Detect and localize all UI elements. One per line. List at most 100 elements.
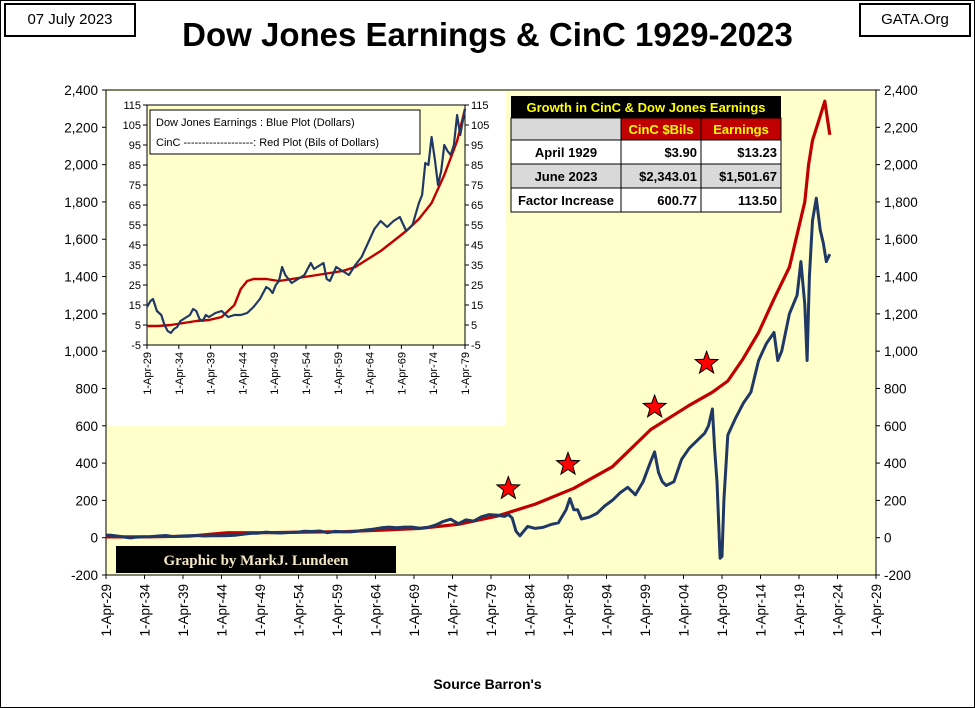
chart-title: Dow Jones Earnings & CinC 1929-2023 — [182, 16, 793, 53]
legend-entry-cinc: CinC -------------------: Red Plot (Bils… — [156, 137, 379, 149]
y-tick-label-left: 85 — [129, 160, 141, 172]
table-row-bg — [510, 187, 782, 213]
table-row-label: April 1929 — [535, 145, 597, 160]
y-tick-label-right: 600 — [884, 419, 907, 434]
growth-table: Growth in CinC & Dow Jones Earnings CinC… — [510, 96, 782, 213]
y-tick-label-right: 115 — [471, 100, 489, 112]
y-tick-label-right: 75 — [471, 180, 483, 192]
y-tick-label-right: 1,000 — [884, 344, 918, 359]
y-tick-label-right: 2,200 — [884, 120, 918, 135]
inset-legend-box — [149, 109, 421, 155]
y-tick-label-right: 85 — [471, 160, 483, 172]
date-label: 07 July 2023 — [4, 3, 136, 37]
y-tick-label-left: 2,400 — [64, 83, 98, 98]
table-title-bg — [511, 96, 781, 118]
table-row-label: Factor Increase — [518, 193, 614, 208]
y-tick-label-right: 2,000 — [884, 158, 918, 173]
x-tick-label: 1-Apr-29 — [869, 584, 884, 637]
y-tick-label-right: 45 — [471, 240, 483, 252]
star-marker — [641, 393, 668, 418]
y-tick-label-right: 0 — [884, 531, 892, 546]
y-tick-label-right: -5 — [471, 340, 481, 352]
x-tick-label: 1-Apr-14 — [754, 584, 769, 637]
table-cell-cinc: $2,343.01 — [639, 169, 697, 184]
main-series-group — [105, 99, 832, 560]
y-tick-label-right: 800 — [884, 381, 907, 396]
table-col-header-earnings: Earnings — [713, 122, 769, 137]
x-tick-label: 1-Apr-04 — [677, 584, 692, 637]
table-row-bg — [510, 163, 782, 189]
y-tick-label-right: 65 — [471, 200, 483, 212]
x-tick-label: 1-Apr-99 — [638, 584, 653, 637]
x-tick-label: 1-Apr-84 — [523, 584, 538, 637]
y-tick-label-left: 1,200 — [64, 307, 98, 322]
y-tick-label-left: 25 — [129, 280, 141, 292]
x-tick-label: 1-Apr-29 — [99, 584, 114, 637]
y-tick-label-right: 2,400 — [884, 83, 918, 98]
y-tick-label-left: 15 — [129, 300, 141, 312]
y-tick-label-left: 2,000 — [64, 158, 98, 173]
y-tick-label-right: 400 — [884, 456, 907, 471]
x-tick-label: 1-Apr-94 — [600, 584, 615, 637]
y-tick-label-left: 800 — [75, 381, 98, 396]
y-tick-label-left: -200 — [71, 568, 98, 583]
y-tick-label-left: 55 — [129, 220, 141, 232]
x-tick-label: 1-Apr-79 — [484, 584, 499, 637]
star-marker — [693, 349, 720, 375]
y-tick-label-right: 105 — [471, 120, 489, 132]
series-line-dow-earnings — [105, 196, 832, 560]
y-tick-label-right: 5 — [471, 320, 477, 332]
y-tick-label-right: 55 — [471, 220, 483, 232]
y-tick-label-right: 1,200 — [884, 307, 918, 322]
y-tick-label-left: 1,600 — [64, 232, 98, 247]
x-tick-label: 1-Apr-44 — [237, 352, 249, 395]
y-tick-label-left: 115 — [123, 100, 141, 112]
y-tick-label-left: 1,400 — [64, 270, 98, 285]
x-tick-label: 1-Apr-54 — [301, 352, 313, 395]
table-row-label: June 2023 — [535, 169, 598, 184]
star-marker — [555, 450, 581, 476]
main-stars-group — [495, 349, 720, 500]
y-tick-label-right: 1,400 — [884, 270, 918, 285]
y-tick-label-left: -5 — [131, 340, 141, 352]
inset-y-axis-right: -5 5 15 25 35 45 55 65 75 85 95 105 115 — [465, 100, 489, 352]
x-axis-title: Source Barron's — [433, 676, 542, 692]
x-tick-label: 1-Apr-39 — [206, 352, 218, 395]
x-tick-label: 1-Apr-79 — [460, 352, 472, 395]
inset-series-group — [146, 108, 467, 335]
x-tick-label: 1-Apr-69 — [396, 352, 408, 395]
y-tick-label-left: 1,800 — [64, 195, 98, 210]
star-marker — [495, 475, 522, 500]
y-tick-label-left: 35 — [129, 260, 141, 272]
x-tick-label: 1-Apr-49 — [253, 584, 268, 637]
y-tick-label-left: 600 — [75, 419, 98, 434]
x-tick-label: 1-Apr-34 — [174, 352, 186, 395]
x-tick-label: 1-Apr-29 — [142, 352, 154, 395]
inset-x-axis: 1-Apr-29 1-Apr-34 1-Apr-39 1-Apr-44 1-Apr-49… — [142, 345, 472, 395]
y-tick-label-right: -200 — [884, 568, 911, 583]
x-tick-label: 1-Apr-54 — [292, 584, 307, 637]
x-tick-label: 1-Apr-74 — [428, 352, 440, 395]
main-x-axis: 1-Apr-29 1-Apr-34 1-Apr-39 1-Apr-44 1-Apr-49… — [99, 575, 884, 637]
y-tick-label-left: 75 — [129, 180, 141, 192]
table-cell-earnings: $13.23 — [737, 145, 777, 160]
y-tick-label-left: 200 — [75, 493, 98, 508]
site-label: GATA.Org — [859, 3, 971, 37]
y-tick-label-right: 200 — [884, 493, 907, 508]
x-tick-label: 1-Apr-74 — [446, 584, 461, 637]
y-tick-label-left: 105 — [123, 120, 141, 132]
main-y-axis-right: -200 0 200 400 600 800 1,000 1,200 1,400 1,600 1,8… — [876, 83, 918, 583]
table-cell-earnings: $1,501.67 — [719, 169, 777, 184]
y-tick-label-left: 95 — [129, 140, 141, 152]
x-tick-label: 1-Apr-34 — [138, 584, 153, 637]
table-title: Growth in CinC & Dow Jones Earnings — [526, 100, 765, 115]
y-tick-label-left: 1,000 — [64, 344, 98, 359]
inset-y-axis-left: -5 5 15 25 35 45 55 65 75 85 95 105 115 — [123, 100, 147, 352]
y-tick-label-right: 1,800 — [884, 195, 918, 210]
x-tick-label: 1-Apr-59 — [330, 584, 345, 637]
y-tick-label-left: 2,200 — [64, 120, 98, 135]
table-cell-cinc: $3.90 — [664, 145, 697, 160]
credit-text: Graphic by MarkJ. Lundeen — [163, 553, 349, 569]
credit-box — [116, 546, 396, 573]
